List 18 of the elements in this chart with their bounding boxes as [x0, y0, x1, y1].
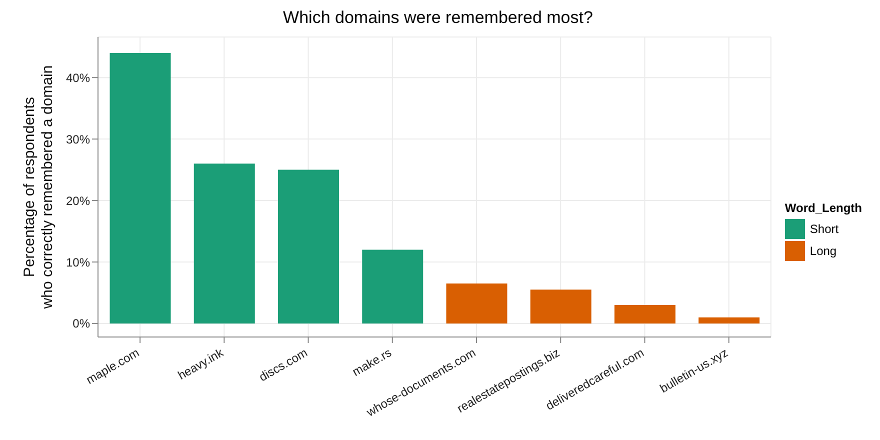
- y-tick-label: 0%: [72, 316, 90, 331]
- y-tick-label: 20%: [66, 194, 90, 208]
- y-tick-label: 30%: [66, 132, 90, 146]
- bar: [530, 290, 592, 324]
- bar: [278, 170, 339, 324]
- legend-label: Long: [810, 244, 837, 258]
- legend-label: Short: [810, 222, 839, 236]
- bar: [698, 317, 760, 324]
- bar: [194, 164, 255, 324]
- bar: [110, 52, 171, 324]
- bar: [614, 305, 676, 324]
- bar: [362, 250, 424, 324]
- chart-title: Which domains were remembered most?: [282, 8, 594, 29]
- y-tick-label: 40%: [66, 70, 90, 85]
- y-axis-title: Percentage of respondents who correctly remembered a domain: [21, 65, 56, 310]
- legend-title: Word_Length: [784, 201, 862, 215]
- bar: [446, 284, 508, 324]
- y-tick-label: 10%: [66, 255, 90, 270]
